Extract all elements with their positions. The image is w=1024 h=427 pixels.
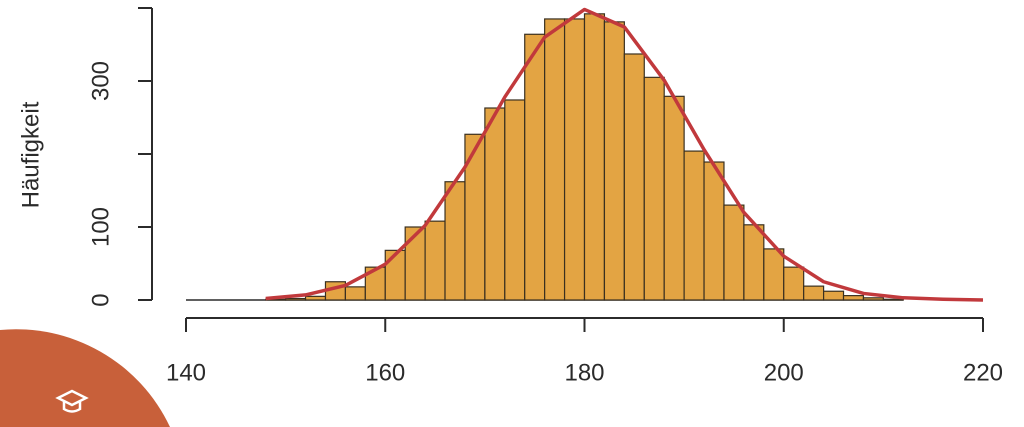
x-tick-label: 220	[963, 359, 1003, 386]
bar	[803, 285, 825, 301]
bar	[424, 220, 446, 301]
bar	[404, 226, 426, 301]
bar	[822, 290, 845, 301]
bar	[304, 295, 327, 301]
y-axis-label: Häufigkeit	[17, 101, 44, 208]
bar	[285, 297, 307, 301]
bar	[484, 107, 506, 301]
bar	[723, 204, 745, 301]
bar	[663, 95, 685, 301]
bar	[743, 224, 765, 301]
bar	[882, 298, 904, 301]
x-tick-label: 140	[166, 359, 206, 386]
bar	[544, 18, 566, 301]
bar	[444, 181, 466, 301]
x-tick-label: 180	[564, 359, 604, 386]
bar	[504, 99, 526, 301]
bar	[384, 249, 406, 301]
bar	[583, 13, 606, 301]
logo	[0, 329, 170, 427]
bar	[763, 248, 785, 301]
x-tick-label: 160	[365, 359, 405, 386]
density-curve	[265, 7, 984, 302]
bar	[643, 76, 665, 301]
bar	[344, 286, 366, 301]
bar	[783, 266, 805, 301]
bar	[703, 161, 725, 301]
bar	[862, 297, 884, 301]
y-tick-label: 0	[87, 293, 114, 306]
bar	[683, 150, 705, 301]
y-tick-label: 100	[87, 207, 114, 247]
x-tick-label: 200	[764, 359, 804, 386]
bar	[623, 53, 645, 301]
bar	[524, 33, 546, 301]
bar	[563, 18, 586, 301]
bar	[603, 21, 625, 301]
y-tick-label: 300	[87, 61, 114, 101]
bar	[842, 295, 865, 301]
